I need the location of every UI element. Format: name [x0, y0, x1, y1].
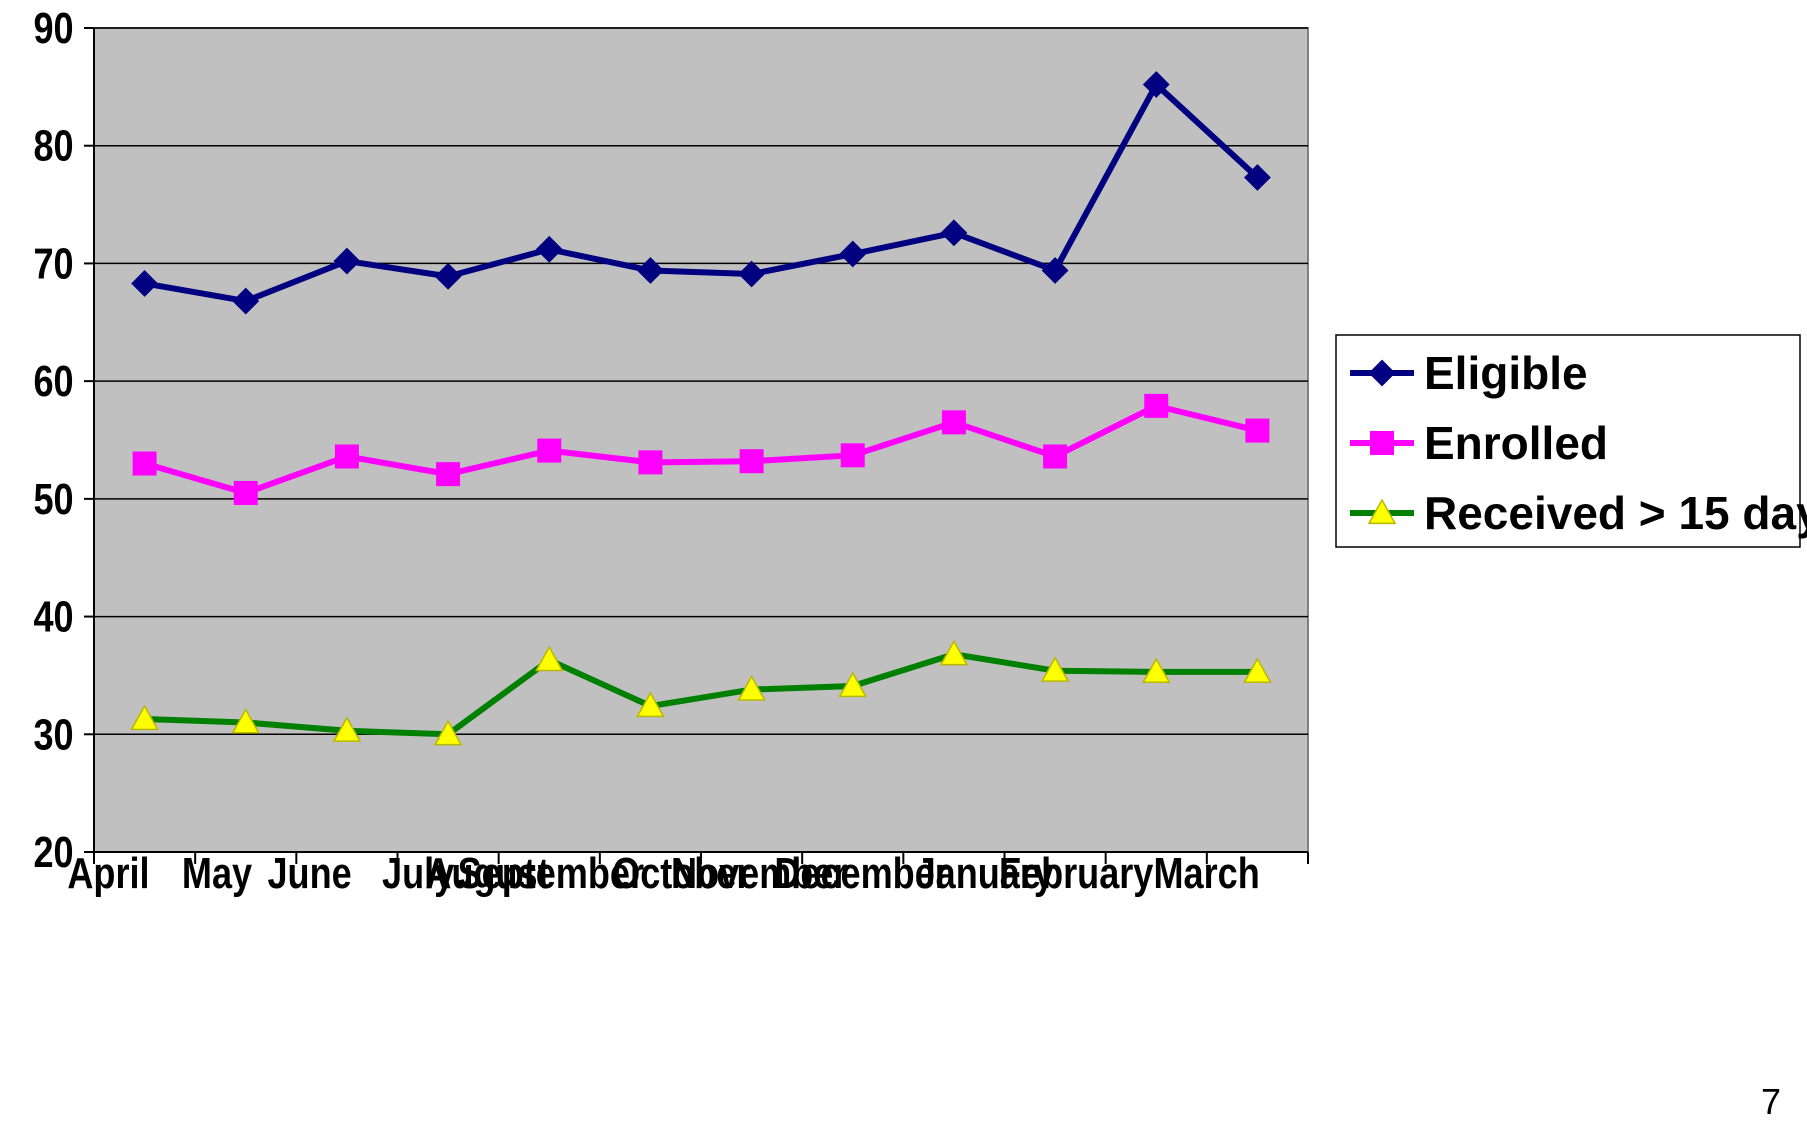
- y-axis: 20 30 40 50 60 70 80 90: [33, 4, 95, 877]
- data-point-eligible: [1041, 257, 1069, 284]
- data-point-received-15-days: [838, 671, 868, 698]
- legend-label: Enrolled: [1424, 417, 1608, 469]
- x-tick-label-september: September: [458, 849, 645, 898]
- data-point-eligible: [434, 262, 462, 290]
- legend: Eligible Enrolled Received > 15 days: [1335, 334, 1807, 548]
- legend-label: Received > 15 days: [1424, 487, 1807, 539]
- x-tick-label-august: August: [425, 849, 549, 898]
- legend-item-enrolled: Enrolled: [1350, 417, 1608, 469]
- x-tick-label-november: November: [671, 849, 848, 898]
- data-point-received-15-days: [433, 719, 463, 746]
- data-point-eligible: [940, 219, 968, 247]
- x-tick-label-may: May: [182, 849, 253, 898]
- y-tick-label: 30: [33, 710, 73, 759]
- data-point-enrolled: [436, 462, 461, 487]
- series-line-received-15-days: [144, 651, 1258, 738]
- page-number: 7: [1760, 1081, 1781, 1122]
- legend-swatch-marker: [1368, 359, 1396, 387]
- data-point-eligible: [1142, 71, 1170, 98]
- y-tick-label: 20: [33, 828, 73, 877]
- legend-label: Eligible: [1424, 347, 1588, 399]
- y-tick-label: 80: [33, 121, 73, 170]
- plot-area: [93, 27, 1309, 853]
- data-point-received-15-days: [130, 704, 159, 731]
- data-point-enrolled: [1043, 444, 1068, 469]
- y-tick-label: 40: [33, 592, 73, 641]
- x-tick-label-march: March: [1154, 849, 1260, 898]
- data-point-enrolled: [132, 451, 157, 476]
- data-point-eligible: [232, 287, 260, 315]
- data-point-received-15-days: [332, 716, 362, 742]
- data-point-received-15-days: [939, 639, 969, 666]
- x-tick-label-february: February: [999, 849, 1154, 898]
- data-point-received-15-days: [636, 691, 665, 718]
- data-point-eligible: [1244, 164, 1271, 191]
- x-axis: April May June JulyAugustSeptemberOctoberNo…: [67, 849, 1309, 898]
- data-point-enrolled: [739, 449, 764, 474]
- data-point-enrolled: [941, 410, 966, 435]
- y-tick-label: 60: [33, 357, 73, 406]
- data-point-eligible: [637, 257, 664, 284]
- x-tick-label-april: April: [67, 849, 149, 898]
- data-point-enrolled: [1144, 393, 1169, 418]
- legend-swatch-marker: [1367, 498, 1397, 525]
- x-tick-label-july: July: [382, 849, 455, 898]
- data-point-enrolled: [233, 480, 258, 505]
- data-point-received-15-days: [1040, 656, 1070, 682]
- data-point-eligible: [738, 260, 765, 288]
- series-line-eligible: [144, 81, 1260, 305]
- data-point-enrolled: [638, 450, 663, 475]
- series-received-15-days: [130, 639, 1272, 746]
- x-tick-label-january: January: [916, 849, 1055, 898]
- legend-item-received-15-days: Received > 15 days: [1350, 487, 1807, 539]
- data-point-received-15-days: [231, 707, 261, 734]
- x-tick-label-october: October: [612, 849, 751, 898]
- data-point-received-15-days: [1141, 657, 1171, 684]
- series-enrolled: [132, 393, 1270, 505]
- data-point-eligible: [333, 247, 361, 275]
- grid-lines: [94, 27, 1308, 736]
- x-tick-label-june: June: [267, 849, 351, 898]
- data-point-eligible: [535, 235, 563, 263]
- data-point-enrolled: [840, 443, 865, 468]
- series-eligible: [131, 71, 1271, 315]
- data-point-received-15-days: [737, 675, 766, 701]
- data-point-eligible: [131, 270, 158, 297]
- y-tick-label: 90: [33, 4, 73, 53]
- y-tick-label: 50: [33, 474, 73, 523]
- series-line-enrolled: [143, 402, 1259, 496]
- data-point-enrolled: [334, 444, 359, 469]
- data-point-enrolled: [537, 438, 562, 463]
- x-tick-label-december: December: [774, 849, 949, 898]
- legend-swatch-marker: [1370, 431, 1394, 455]
- data-point-eligible: [839, 240, 867, 268]
- data-point-enrolled: [1245, 418, 1270, 443]
- legend-item-eligible: Eligible: [1350, 347, 1588, 399]
- series-layer: [130, 71, 1272, 746]
- data-point-received-15-days: [534, 645, 564, 672]
- data-point-received-15-days: [1243, 657, 1272, 684]
- y-tick-label: 70: [33, 239, 73, 288]
